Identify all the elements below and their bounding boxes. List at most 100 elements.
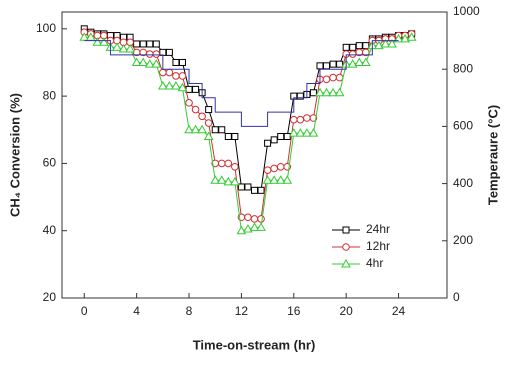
data-point bbox=[244, 183, 252, 191]
data-point bbox=[335, 73, 344, 82]
data-point bbox=[262, 175, 273, 184]
data-point bbox=[329, 60, 337, 68]
data-point bbox=[205, 106, 213, 114]
data-point bbox=[151, 59, 162, 68]
data-point bbox=[349, 43, 357, 51]
y-tick-label: 100 bbox=[36, 21, 56, 35]
data-point bbox=[165, 68, 174, 77]
data-point bbox=[99, 37, 109, 46]
data-point bbox=[244, 213, 252, 222]
data-point bbox=[191, 105, 200, 114]
data-point bbox=[336, 60, 344, 68]
data-point bbox=[354, 57, 365, 66]
data-point bbox=[178, 58, 186, 66]
data-point bbox=[112, 42, 122, 51]
data-point bbox=[92, 37, 103, 46]
y-tick-label: 40 bbox=[43, 223, 57, 237]
y-tick-label: 80 bbox=[43, 88, 57, 102]
data-point bbox=[231, 162, 239, 171]
data-point bbox=[152, 50, 161, 58]
data-point bbox=[406, 32, 417, 41]
data-point bbox=[315, 87, 325, 97]
data-point bbox=[289, 115, 298, 124]
data-point bbox=[264, 139, 272, 147]
data-point bbox=[348, 50, 357, 58]
data-point bbox=[360, 57, 371, 66]
data-point bbox=[139, 40, 147, 48]
y-tick-label: 20 bbox=[43, 290, 57, 304]
data-point bbox=[118, 44, 129, 53]
data-point bbox=[323, 62, 331, 70]
data-point bbox=[380, 38, 391, 48]
data-point bbox=[185, 85, 193, 93]
data-point bbox=[263, 166, 272, 174]
data-point bbox=[257, 186, 265, 194]
data-point bbox=[159, 68, 167, 77]
data-point bbox=[192, 85, 200, 93]
data-point bbox=[178, 72, 187, 80]
data-point bbox=[152, 40, 160, 48]
plot-frame bbox=[61, 11, 448, 299]
data-point bbox=[250, 215, 259, 223]
data-point bbox=[236, 225, 247, 235]
data-point bbox=[374, 40, 384, 50]
data-point bbox=[144, 59, 155, 68]
data-point bbox=[237, 183, 245, 191]
data-point bbox=[322, 75, 331, 84]
data-point bbox=[270, 136, 278, 144]
data-point bbox=[171, 81, 181, 90]
data-point bbox=[282, 175, 293, 184]
data-point bbox=[296, 92, 304, 100]
y-axis-label: CH₄ Conversion (%) bbox=[7, 93, 22, 217]
x-tick-label: 4 bbox=[133, 304, 140, 318]
series-line bbox=[84, 31, 412, 220]
data-point bbox=[197, 124, 207, 134]
series-line bbox=[84, 40, 399, 127]
data-point bbox=[198, 112, 206, 121]
data-point bbox=[347, 59, 358, 68]
legend-label: 24hr bbox=[366, 222, 390, 236]
data-point bbox=[355, 42, 363, 50]
data-point bbox=[223, 176, 234, 186]
data-point bbox=[164, 81, 175, 90]
legend-label: 12hr bbox=[366, 239, 390, 253]
x-axis-label: Time-on-stream (hr) bbox=[193, 337, 316, 352]
y-tick-label: 60 bbox=[43, 156, 57, 170]
data-point bbox=[185, 99, 193, 107]
data-point bbox=[133, 40, 141, 48]
data-point bbox=[125, 44, 135, 53]
data-point bbox=[157, 81, 168, 90]
y2-tick-label: 0 bbox=[453, 290, 460, 304]
data-point bbox=[400, 33, 410, 43]
legend-marker bbox=[342, 226, 350, 234]
data-point bbox=[288, 128, 299, 137]
data-point bbox=[190, 124, 201, 134]
data-point bbox=[362, 48, 370, 57]
data-point bbox=[334, 87, 345, 97]
y2-tick-label: 200 bbox=[453, 233, 473, 247]
data-point bbox=[216, 175, 227, 184]
data-point bbox=[177, 82, 188, 92]
data-point bbox=[309, 114, 318, 122]
data-point bbox=[224, 132, 232, 140]
data-point bbox=[231, 132, 239, 140]
data-point bbox=[210, 175, 221, 184]
data-point bbox=[256, 222, 266, 231]
legend-marker bbox=[341, 258, 351, 268]
series-line bbox=[84, 36, 412, 232]
data-point bbox=[165, 48, 173, 56]
data-point bbox=[172, 58, 180, 66]
data-point bbox=[309, 89, 317, 97]
data-point bbox=[146, 40, 154, 48]
data-point bbox=[302, 128, 312, 137]
data-point bbox=[229, 176, 240, 186]
data-point bbox=[138, 57, 149, 66]
x-tick-label: 12 bbox=[235, 304, 249, 318]
data-point bbox=[145, 50, 154, 58]
data-point bbox=[249, 222, 260, 231]
y2-axis-label: Temperaure (°C) bbox=[485, 105, 500, 205]
data-point bbox=[269, 175, 280, 184]
legend-label: 4hr bbox=[366, 256, 383, 270]
x-tick-label: 24 bbox=[392, 304, 406, 318]
